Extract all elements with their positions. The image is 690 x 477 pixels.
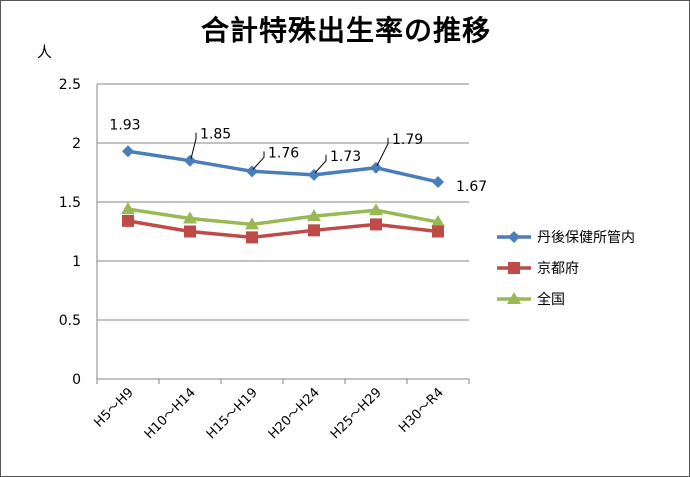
legend-marker [508, 231, 520, 243]
chart-title: 合計特殊出生率の推移 [200, 14, 491, 47]
data-point [370, 218, 382, 231]
data-point [246, 165, 258, 178]
data-point [431, 215, 445, 228]
y-tick-label: 1 [72, 254, 81, 270]
data-label: 1.67 [456, 179, 487, 195]
series-line-0 [126, 149, 440, 184]
data-point [308, 224, 320, 237]
data-label: 1.76 [268, 145, 299, 161]
x-tick-label: H25～H29 [328, 385, 385, 442]
y-tick-label: 2.5 [59, 77, 81, 93]
data-point [432, 175, 444, 188]
series-line-1 [126, 219, 440, 240]
x-tick-label: H15～H19 [204, 385, 261, 442]
data-point [307, 209, 321, 222]
x-tick-label: H5～H9 [92, 385, 137, 430]
legend-marker [508, 262, 520, 274]
legend-marker [507, 292, 521, 304]
y-tick-label: 0.5 [59, 313, 81, 329]
data-point [369, 203, 383, 216]
x-tick-label: H10～H14 [142, 385, 199, 442]
data-label: 1.85 [200, 127, 231, 143]
data-point [184, 154, 196, 167]
data-label: 1.79 [392, 132, 423, 148]
y-tick-label: 1.5 [59, 195, 81, 211]
data-label-leader [190, 132, 197, 159]
data-point [121, 202, 135, 215]
data-point [183, 211, 197, 224]
data-label-leader [314, 154, 327, 174]
data-point [432, 225, 444, 238]
data-point [308, 168, 320, 181]
y-tick-label: 0 [72, 372, 81, 388]
data-label-leader [376, 137, 389, 167]
data-point [246, 231, 258, 244]
data-point [122, 145, 134, 158]
data-label: 1.73 [330, 149, 361, 165]
data-point [122, 214, 134, 227]
legend-label: 丹後保健所管内 [537, 230, 635, 246]
legend-label: 全国 [537, 291, 565, 308]
data-point [245, 217, 259, 230]
data-point [184, 225, 196, 238]
y-axis-label: 人 [37, 43, 52, 61]
x-tick-label: H20～H24 [266, 385, 323, 442]
data-point [370, 161, 382, 174]
data-label: 1.93 [109, 117, 140, 133]
x-tick-label: H30～R4 [396, 385, 447, 436]
legend-label: 京都府 [537, 261, 579, 277]
y-tick-label: 2 [72, 136, 81, 152]
data-label-leader [252, 151, 265, 170]
series-line-2 [126, 207, 440, 227]
